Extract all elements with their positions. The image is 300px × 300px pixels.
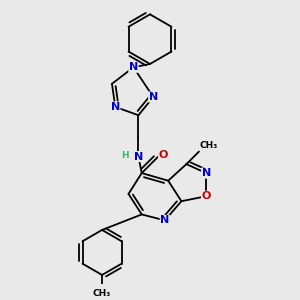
Text: N: N — [129, 62, 138, 72]
Text: O: O — [202, 191, 211, 201]
Text: N: N — [134, 152, 143, 162]
Text: N: N — [202, 168, 211, 178]
Text: N: N — [149, 92, 158, 102]
Text: CH₃: CH₃ — [200, 141, 218, 150]
Text: H: H — [121, 152, 128, 160]
Text: CH₃: CH₃ — [93, 289, 111, 298]
Text: O: O — [158, 150, 168, 160]
Text: N: N — [160, 215, 170, 225]
Text: N: N — [111, 102, 120, 112]
